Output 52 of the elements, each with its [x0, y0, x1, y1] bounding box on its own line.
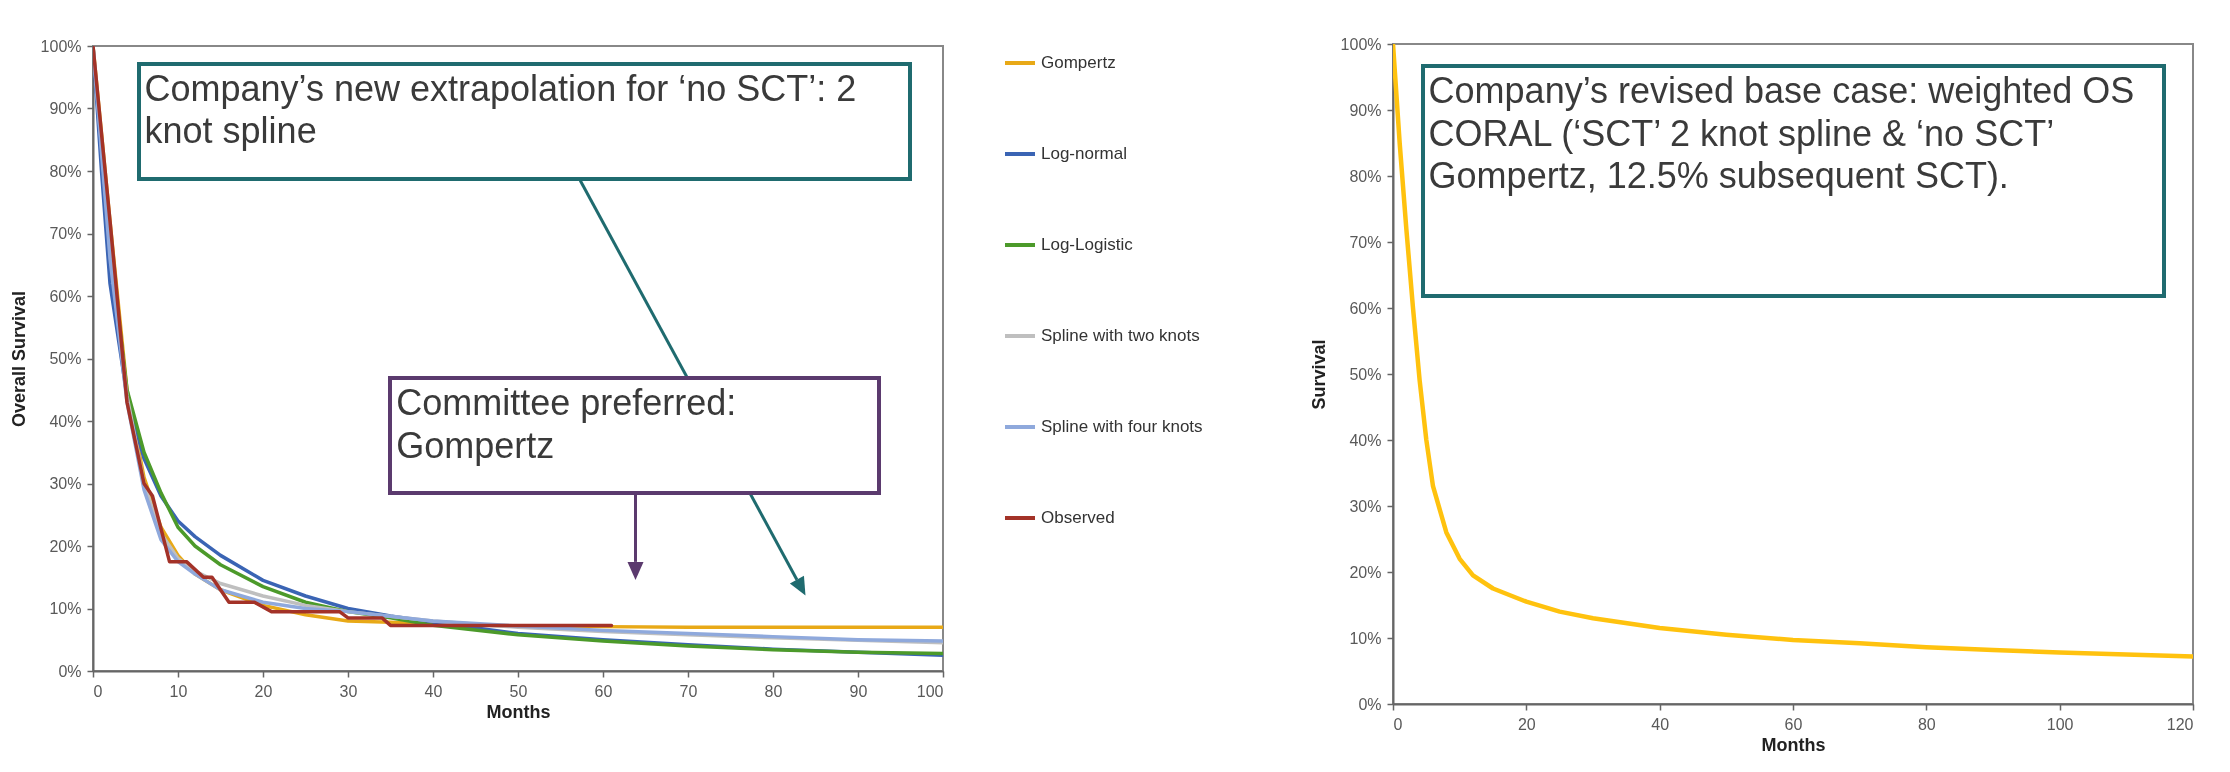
x-tick-label: 10	[169, 682, 188, 700]
legend-label: Log-Logistic	[1041, 235, 1134, 254]
y-tick-label: 90%	[49, 100, 82, 117]
x-tick-label: 60	[594, 682, 613, 700]
y-tick-label: 0%	[58, 662, 82, 680]
x-tick-label: 120	[2166, 715, 2194, 733]
y-tick-label: 100%	[40, 37, 82, 55]
x-tick-label: 60	[1784, 715, 1803, 733]
y-tick-label: 50%	[49, 350, 82, 367]
y-tick-label: 60%	[1349, 299, 1382, 317]
y-axis-title: Overall Survival	[8, 290, 29, 428]
legend-label: Observed	[1041, 508, 1115, 527]
callout-box: Company’s revised base case: weighted OS CORAL (‘SCT’ 2 knot spline & ‘no SCT’ Gompertz, 12.5% subsequent SCT).	[1420, 64, 2167, 299]
x-tick-label: 20	[254, 682, 273, 700]
x-tick-label: 90	[849, 682, 868, 700]
x-tick-label: 0	[93, 682, 103, 700]
y-tick-label: 20%	[49, 537, 82, 555]
y-tick-label: 80%	[49, 162, 82, 180]
y-tick-label: 30%	[1349, 497, 1382, 515]
x-tick-label: 40	[424, 682, 443, 700]
y-tick-label: 50%	[1349, 365, 1382, 383]
y-tick-label: 10%	[1349, 629, 1382, 647]
x-tick-label: 100	[916, 682, 944, 700]
x-tick-label: 80	[764, 682, 783, 700]
y-tick-label: 40%	[49, 412, 82, 430]
y-tick-label: 30%	[49, 475, 82, 492]
legend-label: Log-normal	[1041, 144, 1127, 163]
line-series	[1393, 44, 2193, 659]
y-tick-label: 0%	[1358, 695, 1382, 713]
x-axis-title: Months	[486, 701, 551, 722]
x-tick-label: 40	[1651, 715, 1670, 733]
y-tick-label: 20%	[1349, 563, 1382, 581]
x-tick-label: 100	[2046, 715, 2074, 733]
x-tick-label: 80	[1917, 715, 1936, 733]
y-tick-label: 40%	[1349, 431, 1382, 449]
y-tick-label: 10%	[49, 600, 82, 617]
y-tick-label: 80%	[1349, 167, 1382, 185]
y-axis-title: Survival	[1308, 339, 1329, 410]
x-tick-label: 20	[1517, 715, 1536, 733]
x-tick-label: 30	[339, 682, 358, 700]
legend-label: Spline with two knots	[1041, 326, 1200, 345]
y-tick-label: 90%	[1349, 101, 1382, 119]
y-tick-label: 60%	[49, 287, 82, 305]
legend-label: Spline with four knots	[1041, 417, 1203, 436]
x-tick-label: 50	[509, 682, 528, 700]
y-tick-label: 70%	[49, 225, 82, 242]
x-axis-title: Months	[1761, 734, 1826, 755]
y-tick-label: 100%	[1340, 35, 1382, 53]
legend-label: Gompertz	[1041, 53, 1116, 72]
x-tick-label: 70	[679, 682, 698, 700]
y-tick-label: 70%	[1349, 233, 1382, 251]
x-tick-label: 0	[1393, 715, 1403, 733]
